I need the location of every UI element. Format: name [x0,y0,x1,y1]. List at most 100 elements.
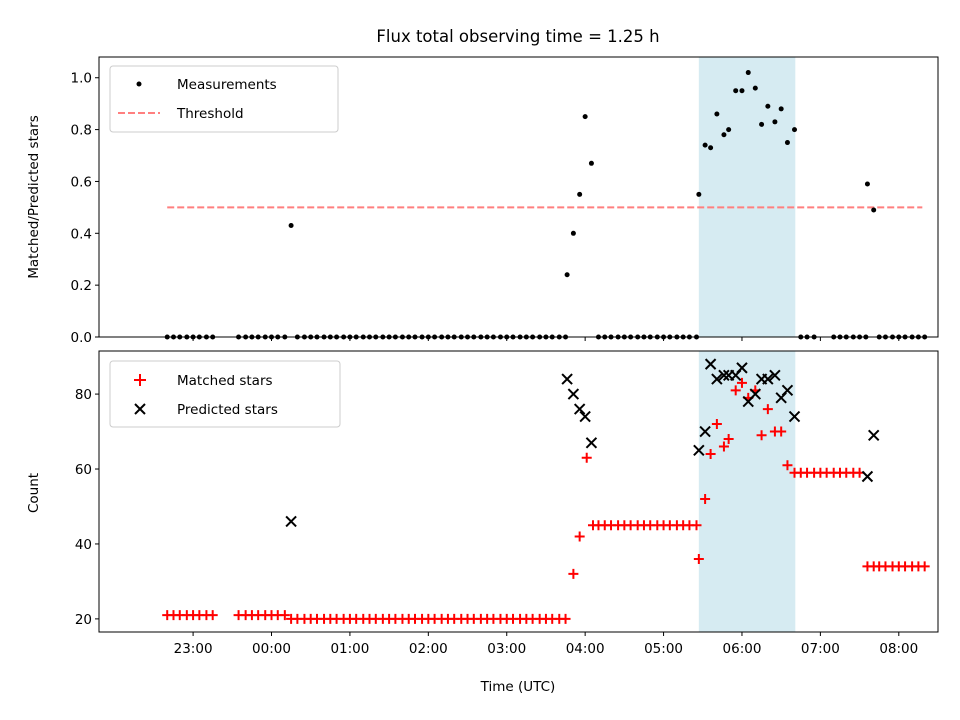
bottom-y-axis-label: Count [26,473,42,513]
x-tick-label: 04:00 [566,641,605,657]
measurement-point [702,142,708,148]
matched-star-point [776,426,787,437]
legend-predicted-label: Predicted stars [177,402,278,418]
predicted-star-point [704,358,717,370]
predicted-star-point [736,362,748,374]
matched-star-point [718,441,729,452]
predicted-star-point [567,388,580,400]
bottom-legend-frame [109,360,341,428]
top-highlight-span [698,57,796,337]
bottom-highlight-span [698,351,796,632]
measurement-point [582,114,588,120]
top-y-tick-label: 0.0 [71,330,92,346]
top-y-tick-label: 0.4 [71,226,92,242]
matched-star-point [207,610,218,621]
measurement-point [577,191,583,197]
bottom-legend: Matched stars Predicted stars [109,360,341,428]
matched-star-point [279,610,290,621]
top-y-tick-label: 0.2 [71,278,92,294]
measurement-point [745,70,751,76]
matched-star-point [574,531,585,542]
measurement-point [564,272,570,278]
bottom-panel-frame [98,350,939,633]
legend-threshold-label: Threshold [176,106,244,122]
matched-star-point [736,377,747,388]
predicted-star-point [762,373,774,385]
bottom-y-tick-label: 60 [75,462,92,478]
x-tick-label: 01:00 [330,641,369,657]
legend-predicted-marker [134,403,146,415]
matched-star-point [560,613,571,624]
matched-star-point [705,449,716,460]
measurement-point [792,127,798,133]
top-panel: 0.0 0.2 0.4 0.6 0.8 1.0 [71,56,939,346]
legend-measurements-marker [136,81,142,87]
x-tick-label: 23:00 [174,641,213,657]
measurement-point [733,88,739,94]
x-tick-label: 06:00 [723,641,762,657]
matched-star-point [711,419,722,430]
bottom-y-tick-label: 20 [75,612,92,628]
x-tick-label: 05:00 [644,641,683,657]
measurement-point [708,145,714,151]
measurement-point [570,230,576,236]
predicted-star-point [699,425,711,438]
x-tick-label: 00:00 [252,641,291,657]
predicted-star-point [573,403,586,415]
predicted-star-point [561,373,573,385]
matched-star-point [756,430,767,441]
predicted-star-point [693,444,705,456]
measurement-point [864,181,870,187]
matched-star-point [568,568,579,579]
measurement-point [759,121,765,127]
predicted-star-point [585,437,598,449]
top-y-tick-label: 1.0 [71,71,92,87]
measurement-point [778,106,784,112]
measurement-point [772,119,778,125]
x-axis-label: Time (UTC) [480,679,556,695]
matched-star-point [919,561,930,572]
legend-measurements-label: Measurements [177,77,277,93]
matched-star-point [730,385,741,396]
predicted-star-point [769,369,781,382]
top-legend: Measurements Threshold [109,65,339,133]
measurement-point [871,207,877,213]
x-tick-label: 03:00 [487,641,526,657]
matched-star-point [691,520,702,531]
top-y-tick-label: 0.6 [71,174,92,190]
predicted-star-point [711,373,723,385]
bottom-y-tick-label: 40 [75,537,92,553]
measurement-point [696,191,702,197]
predicted-star-point [718,369,730,382]
matched-star-point [762,404,773,415]
bottom-panel: 20 40 60 80 23:00 00:00 01:00 02:00 03:00 04:00 05… [75,350,939,657]
matched-star-point [782,460,793,471]
predicted-star-point [781,384,794,397]
top-y-axis-label: Matched/Predicted stars [26,115,42,278]
measurement-point [588,160,594,166]
x-tick-label: 07:00 [801,641,840,657]
measurement-point [714,111,720,117]
matched-star-point [581,452,592,463]
measurement-point [721,132,727,138]
measurement-point [739,88,745,94]
matched-star-point [693,553,704,564]
top-y-tick-label: 0.8 [71,123,92,139]
matched-star-point [700,493,711,504]
legend-matched-label: Matched stars [177,373,273,389]
x-tick-label: 08:00 [879,641,918,657]
legend-matched-marker [134,374,146,386]
predicted-star-point [861,470,874,483]
measurement-point [288,223,294,229]
predicted-star-point [867,429,880,442]
matched-star-point [723,434,734,445]
chart-title: Flux total observing time = 1.25 h [376,27,659,46]
predicted-star-point [749,388,762,400]
predicted-star-point [579,410,591,423]
measurement-point [752,85,758,91]
predicted-star-point [788,410,801,423]
top-legend-frame [109,65,339,133]
bottom-y-tick-label: 80 [75,387,92,403]
measurement-point [765,103,771,109]
